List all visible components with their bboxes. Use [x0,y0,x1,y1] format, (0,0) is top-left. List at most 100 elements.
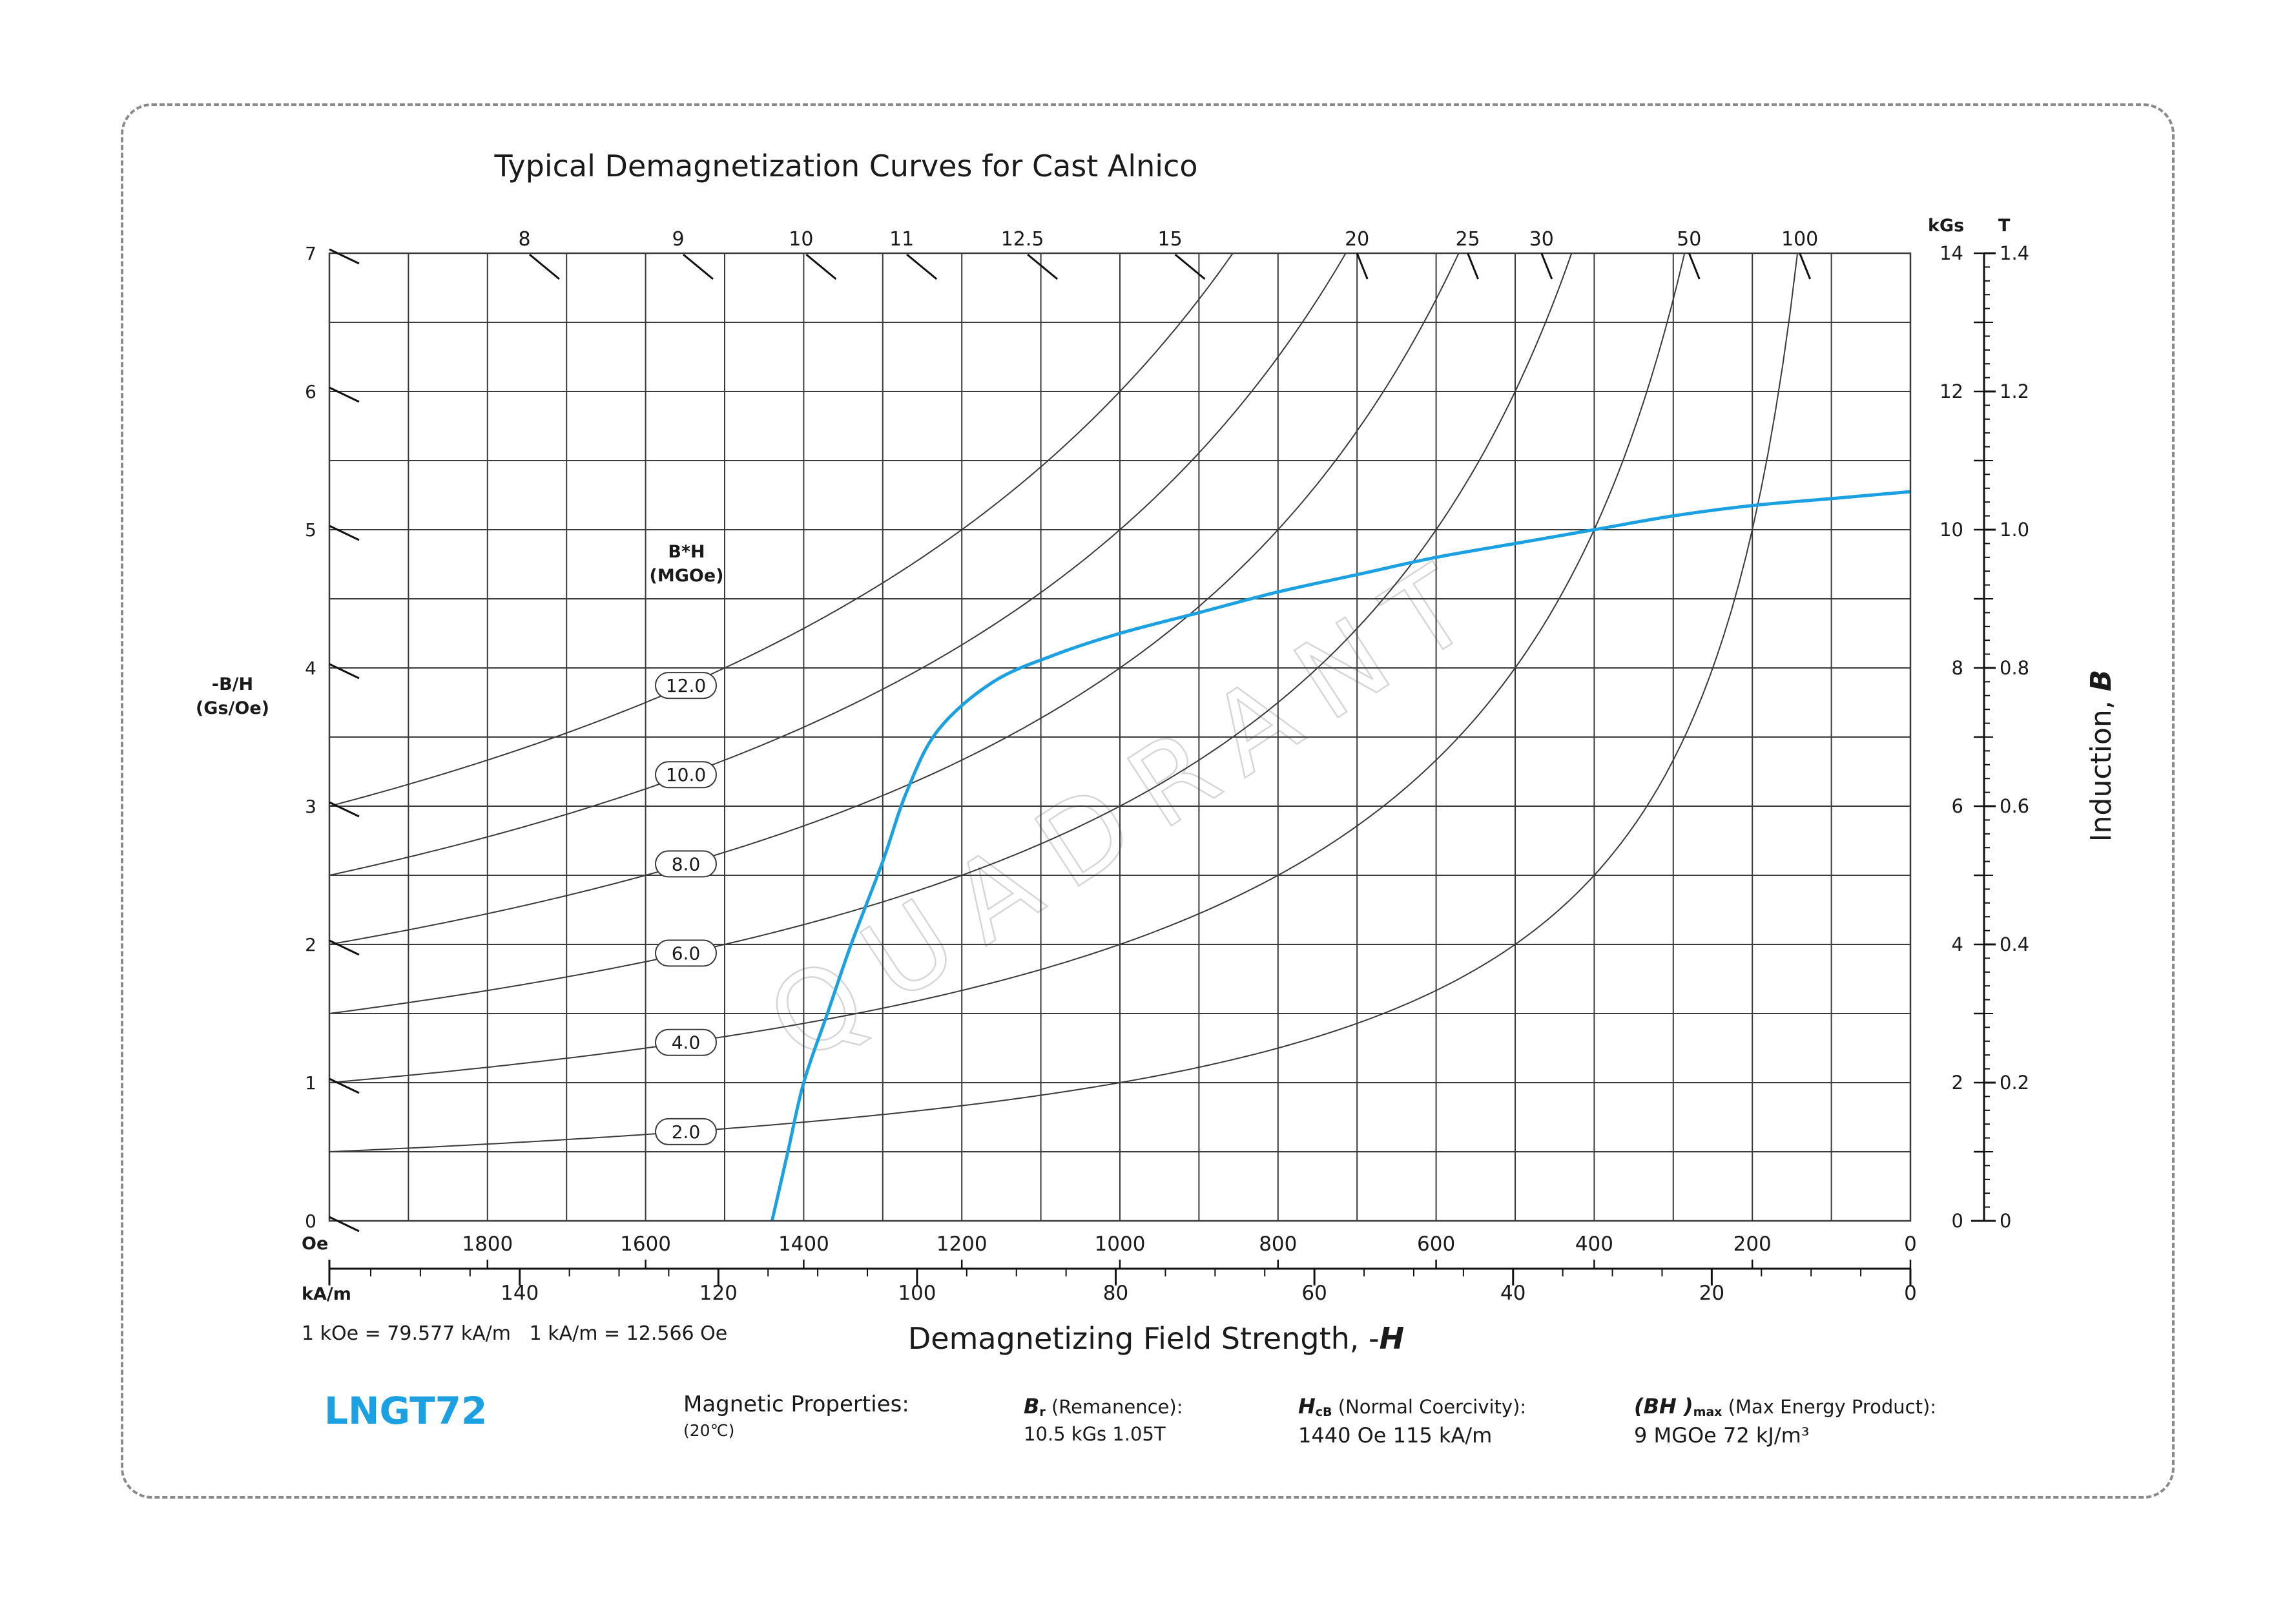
energy-label-pill [655,1118,717,1145]
hcb-values: 1440 Oe 115 kA/m [1298,1423,1493,1448]
energy-label-text: 2.0 [672,1121,701,1143]
top-permeance-tick [529,253,560,280]
energy-curve-2.0 [329,253,1799,1152]
permeance-tick-label: 2 [305,934,316,955]
energy-label-text: 4.0 [672,1032,701,1054]
x-tick-oe: 0 [1904,1233,1917,1256]
y-tick-kgs: 12 [1939,380,1963,402]
permeance-tick [329,939,360,956]
top-permeance-label: 8 [518,228,530,251]
plot-frame [328,252,1912,1222]
permeance-tick-label: 6 [305,381,316,402]
top-permeance-tick [683,253,714,280]
top-permeance-8: 8 [518,228,560,280]
top-permeance-label: 50 [1677,228,1701,251]
x-tick-kam: 40 [1500,1282,1525,1305]
top-permeance-label: 11 [889,228,914,251]
permeance-tick-label: 3 [305,796,316,817]
energy-product-labels: 2.0 4.0 6.0 8.0 10.0 12.0 [655,672,717,1145]
bh-series [770,490,1911,1222]
top-permeance-label: 9 [672,228,684,251]
permeance-tick-label: 7 [305,243,316,264]
top-permeance-11: 11 [889,228,938,280]
top-permeance-label: 12.5 [1001,228,1044,251]
magnetic-properties: Magnetic Properties: (20℃) [683,1391,909,1440]
chart-title: Typical Demagnetization Curves for Cast … [494,149,1198,183]
bh-values: 9 MGOe 72 kJ/m³ [1634,1423,1810,1448]
x-tick-oe: 800 [1259,1233,1297,1256]
energy-label-10.0: 10.0 [655,761,717,789]
top-permeance-20: 20 [1345,228,1369,280]
x-tick-kam: 0 [1904,1282,1917,1305]
y-tick-t: 0 [2000,1210,2011,1232]
top-permeance-50: 50 [1677,228,1701,280]
remanence-block: Br (Remanence): 10.5 kGs 1.05T [1024,1394,1183,1445]
permeance-ticks: 0 1 2 3 4 5 6 7 [305,243,360,1233]
top-permeance-tick [906,253,938,280]
energy-label-pill [655,1028,717,1056]
x-tick-kam: 120 [699,1282,738,1305]
permeance-tick [329,663,360,680]
energy-header-line1: B*H [668,542,705,562]
x-tick-oe: 1800 [462,1233,513,1256]
bh-symbol: (BH ) [1634,1394,1693,1419]
x-unit-oe: Oe [302,1234,328,1254]
temperature: (20℃) [683,1421,735,1440]
y-tick-t: 0.8 [2000,657,2029,679]
watermark: QUADRANT [746,528,1513,1088]
conversion-note: 1 kOe = 79.577 kA/m 1 kA/m = 12.566 Oe [302,1322,727,1345]
x-tick-kam: 60 [1301,1282,1327,1305]
x-tick-oe: 1000 [1095,1233,1146,1256]
x-unit-kam: kA/m [302,1284,351,1304]
hcb-symbol: H [1298,1394,1316,1419]
permeance-tick [329,248,360,265]
card-frame [121,103,2175,1499]
permeance-tick [329,801,360,818]
br-symbol: B [1024,1394,1040,1419]
y-tick-kgs: 6 [1952,795,1963,817]
x-tick-kam: 100 [898,1282,936,1305]
energy-label-4.0: 4.0 [655,1028,717,1056]
top-permeance-tick [1688,253,1701,280]
y-tick-t: 1.0 [2000,519,2029,541]
top-permeance-15: 15 [1158,228,1206,280]
model-name: LNGT72 [324,1389,488,1433]
y-unit-t: T [1998,216,2011,236]
energy-product-block: (BH )max (Max Energy Product): 9 MGOe 72… [1634,1394,1936,1448]
permeance-tick [329,525,360,541]
permeance-tick-label: 4 [305,658,316,679]
top-permeance-100: 100 [1781,228,1818,280]
top-permeance-tick [1467,253,1479,280]
energy-label-pill [655,672,717,700]
energy-label-8.0: 8.0 [655,850,717,878]
y-tick-kgs: 4 [1952,933,1963,955]
y-tick-kgs: 10 [1939,519,1963,541]
x-tick-oe: 400 [1575,1233,1613,1256]
y-tick-kgs: 8 [1952,657,1963,679]
top-permeance-labels: 8 9 10 11 12.5 15 20 25 30 50 100 [518,228,1818,280]
x-axis-title: Demagnetizing Field Strength, -H [908,1321,1404,1356]
br-label: (Remanence): [1045,1396,1183,1418]
permeance-tick-label: 1 [305,1072,316,1094]
energy-curve-10.0 [329,253,1347,876]
bh-curve-LNGT72 [770,490,1911,1222]
top-permeance-label: 100 [1781,228,1818,251]
x-tick-oe: 1400 [778,1233,829,1256]
top-permeance-label: 25 [1455,228,1480,251]
energy-label-6.0: 6.0 [655,939,717,967]
energy-curve-6.0 [329,253,1573,1014]
permeance-tick [329,1077,360,1094]
x-tick-oe: 200 [1733,1233,1772,1256]
energy-label-pill [655,761,717,789]
energy-curve-12.0 [329,253,1234,807]
x-tick-kam: 80 [1103,1282,1128,1305]
chart-grid [329,253,1911,1222]
energy-curve-8.0 [329,253,1460,945]
x-tick-oe: 1200 [936,1233,988,1256]
top-permeance-tick [1356,253,1369,280]
plot-border [328,252,1912,1222]
energy-label-text: 12.0 [666,675,706,696]
br-subscript: r [1039,1405,1046,1419]
